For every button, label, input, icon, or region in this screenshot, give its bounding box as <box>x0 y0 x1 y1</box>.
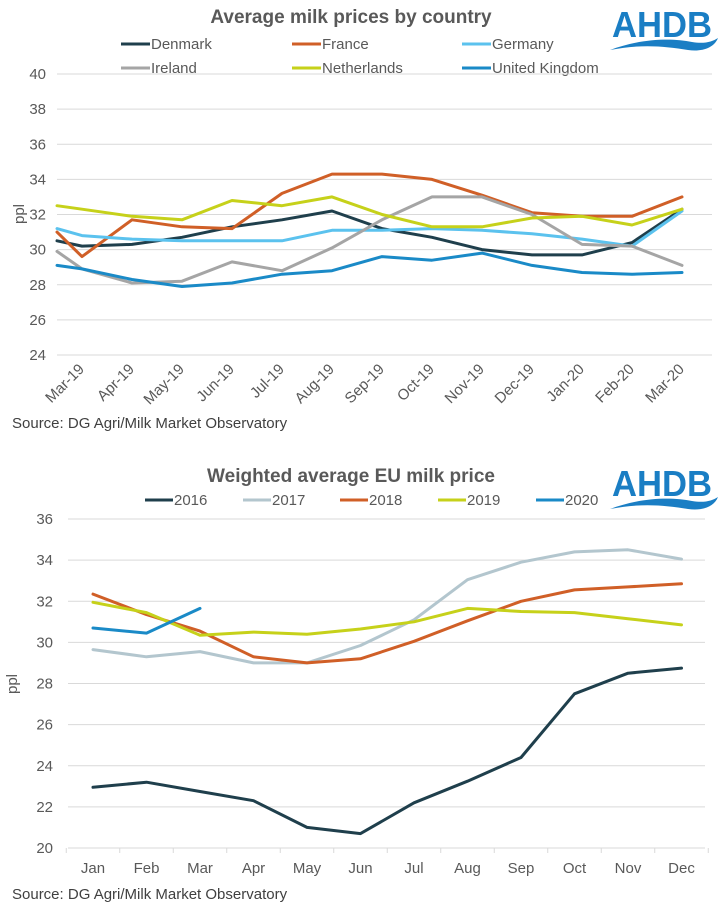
series-line-united-kingdom <box>55 251 684 288</box>
series-line-netherlands <box>55 195 684 229</box>
legend-label: Denmark <box>151 36 212 53</box>
y-tick-label: 26 <box>36 717 53 734</box>
x-tick-label: Dec <box>668 860 695 877</box>
x-tick-label: Jan <box>81 860 105 877</box>
x-tick-label: May <box>293 860 322 877</box>
chart-country-prices: Average milk prices by country Denmark Fr… <box>11 7 712 432</box>
y-tick-label: 36 <box>36 511 53 528</box>
legend-item-germany: Germany <box>462 36 554 53</box>
legend-label: Germany <box>492 36 554 53</box>
x-tick-label: Mar <box>187 860 213 877</box>
legend-item-france: France <box>292 36 369 53</box>
x-tick-label: May-19 <box>140 361 187 408</box>
legend-label: United Kingdom <box>492 60 599 77</box>
series-line-2020 <box>91 606 202 635</box>
logo-text: AHDB <box>612 4 712 45</box>
legend-item-2019: 2019 <box>438 492 500 509</box>
y-tick-label: 34 <box>29 171 46 188</box>
legend-item-netherlands: Netherlands <box>292 60 403 77</box>
series-line-2016 <box>91 666 683 836</box>
y-tick-label: 24 <box>29 347 46 364</box>
y-tick-label: 32 <box>36 593 53 610</box>
y-tick-label: 24 <box>36 758 53 775</box>
x-tick-label: Jan-20 <box>543 361 587 405</box>
legend-label: Netherlands <box>322 60 403 77</box>
y-tick-label: 34 <box>36 552 53 569</box>
y-tick-label: 30 <box>29 242 46 259</box>
legend-item-united-kingdom: United Kingdom <box>462 60 599 77</box>
y-tick-label: 38 <box>29 101 46 118</box>
x-tick-label: Apr-19 <box>94 361 138 405</box>
x-tick-label: Jul-19 <box>247 361 288 402</box>
x-tick-label: Oct <box>563 860 587 877</box>
x-tick-label: Mar-19 <box>42 361 88 407</box>
x-tick-label: Dec-19 <box>492 361 538 407</box>
y-tick-label: 30 <box>36 634 53 651</box>
x-tick-label: Jun <box>348 860 372 877</box>
chart1-title: Average milk prices by country <box>210 7 492 28</box>
chart2-x-axis: Jan Feb Mar Apr May Jun Jul Aug Sep Oct Nov Dec <box>65 848 709 877</box>
chart1-legend: Denmark France Germany Ireland Netherlands Un… <box>121 36 599 77</box>
x-tick-label: Feb <box>134 860 160 877</box>
legend-label: France <box>322 36 369 53</box>
x-tick-label: Oct-19 <box>394 361 438 405</box>
chart1-y-axis-title: ppl <box>11 204 28 224</box>
chart2-y-axis: 20 22 24 26 28 30 32 34 36 <box>36 511 53 857</box>
legend-item-2018: 2018 <box>340 492 402 509</box>
x-tick-label: Aug <box>454 860 481 877</box>
series-line-ireland <box>55 195 684 285</box>
x-tick-label: Feb-20 <box>592 361 638 407</box>
series-line-2019 <box>91 600 683 637</box>
y-tick-label: 28 <box>29 277 46 294</box>
x-tick-label: Jun-19 <box>193 361 237 405</box>
chart2-gridlines <box>68 518 705 849</box>
y-tick-label: 22 <box>36 799 53 816</box>
x-tick-label: Nov-19 <box>442 361 488 407</box>
chart1-x-axis: Mar-19 Apr-19 May-19 Jun-19 Jul-19 Aug-19 Sep-… <box>42 361 688 408</box>
chart1-y-axis: 24 26 28 30 32 34 36 38 40 <box>29 66 46 364</box>
chart2-series <box>91 548 683 836</box>
chart1-source: Source: DG Agri/Milk Market Observatory <box>12 415 288 432</box>
legend-label: 2017 <box>272 492 305 509</box>
series-line-2017 <box>91 548 683 665</box>
y-tick-label: 20 <box>36 840 53 857</box>
logo-text: AHDB <box>612 463 712 504</box>
chart2-title: Weighted average EU milk price <box>207 466 495 487</box>
logo-wave-icon <box>610 497 718 510</box>
x-tick-label: Aug-19 <box>292 361 338 407</box>
legend-item-2016: 2016 <box>145 492 207 509</box>
chart1-series <box>55 172 684 288</box>
ahdb-logo: AHDB <box>610 4 718 51</box>
legend-label: 2020 <box>565 492 598 509</box>
chart-eu-weighted-price: Weighted average EU milk price 2016 2017 2… <box>4 466 709 903</box>
legend-item-2017: 2017 <box>243 492 305 509</box>
y-tick-label: 32 <box>29 207 46 224</box>
x-tick-label: Apr <box>242 860 265 877</box>
y-tick-label: 28 <box>36 676 53 693</box>
ahdb-logo-2: AHDB <box>610 463 718 510</box>
chart2-y-axis-title: ppl <box>4 674 21 694</box>
legend-label: 2016 <box>174 492 207 509</box>
legend-label: 2019 <box>467 492 500 509</box>
y-tick-label: 26 <box>29 312 46 329</box>
chart2-source: Source: DG Agri/Milk Market Observatory <box>12 886 288 903</box>
y-tick-label: 36 <box>29 136 46 153</box>
logo-wave-icon <box>610 38 718 51</box>
legend-item-denmark: Denmark <box>121 36 212 53</box>
x-tick-label: Nov <box>615 860 642 877</box>
series-line-2018 <box>91 582 683 665</box>
x-tick-label: Mar-20 <box>642 361 688 407</box>
x-tick-label: Sep-19 <box>342 361 388 407</box>
x-tick-label: Jul <box>404 860 423 877</box>
y-tick-label: 40 <box>29 66 46 83</box>
legend-item-2020: 2020 <box>536 492 598 509</box>
x-tick-label: Sep <box>508 860 535 877</box>
series-line-denmark <box>55 207 684 257</box>
legend-label: 2018 <box>369 492 402 509</box>
legend-label: Ireland <box>151 60 197 77</box>
chart2-legend: 2016 2017 2018 2019 2020 <box>145 492 598 509</box>
legend-item-ireland: Ireland <box>121 60 197 77</box>
